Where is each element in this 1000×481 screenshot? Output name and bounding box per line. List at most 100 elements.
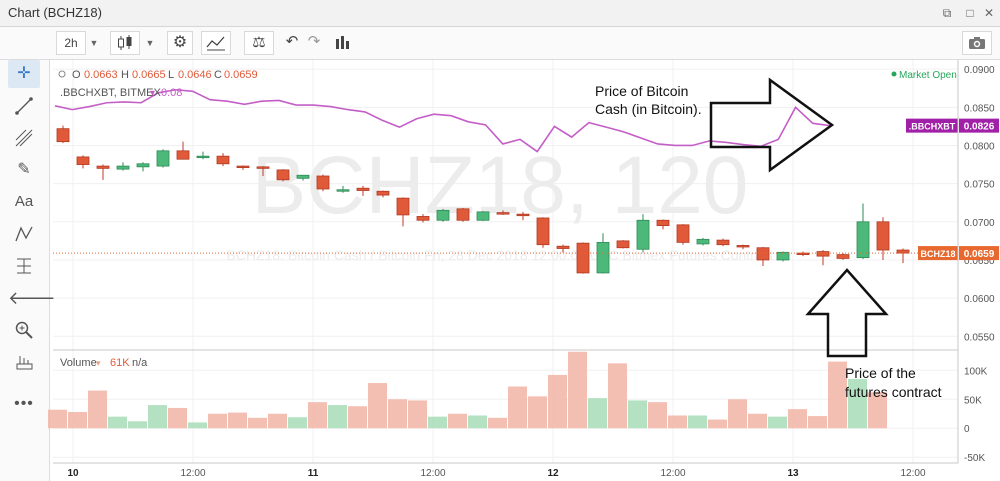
annotation-compare-line1: Price of Bitcoin bbox=[595, 83, 688, 99]
candle-body bbox=[97, 166, 109, 168]
candle-body bbox=[357, 188, 369, 190]
legend-h-value: 0.0665 bbox=[132, 69, 166, 81]
candle-body bbox=[537, 218, 549, 245]
price-tick-label: 0.0850 bbox=[964, 103, 995, 114]
time-tick-label: 12:00 bbox=[180, 468, 205, 479]
candle bbox=[757, 247, 769, 266]
volume-bar bbox=[388, 399, 407, 428]
volume-bar bbox=[248, 418, 267, 428]
candle-body bbox=[197, 156, 209, 158]
candle-body bbox=[557, 246, 569, 248]
candle-body bbox=[257, 167, 269, 169]
volume-bar bbox=[788, 409, 807, 428]
candle-body bbox=[657, 220, 669, 225]
volume-bar bbox=[348, 406, 367, 428]
volume-tick-label: 50K bbox=[964, 395, 982, 406]
candle bbox=[817, 250, 829, 265]
volume-bar bbox=[548, 375, 567, 428]
candle bbox=[177, 142, 189, 160]
legend-l-value: 0.0646 bbox=[178, 69, 212, 81]
candle bbox=[777, 252, 789, 262]
volume-bar bbox=[228, 413, 247, 429]
volume-bar bbox=[368, 383, 387, 428]
candle bbox=[457, 208, 469, 222]
compare-dropdown-icon[interactable]: ▾ bbox=[150, 88, 155, 99]
candle-body bbox=[857, 222, 869, 258]
candle bbox=[117, 162, 129, 170]
legend-o-value: 0.0663 bbox=[84, 69, 118, 81]
volume-bar bbox=[308, 402, 327, 428]
volume-bar bbox=[448, 414, 467, 428]
volume-bar bbox=[48, 410, 67, 429]
volume-bars bbox=[48, 352, 887, 428]
legend-o-label: O bbox=[72, 69, 81, 81]
volume-bar bbox=[468, 415, 487, 428]
volume-tick-label: 0 bbox=[964, 424, 970, 435]
time-tick-label: 12 bbox=[547, 468, 559, 479]
volume-bar bbox=[288, 417, 307, 428]
volume-bar bbox=[688, 415, 707, 428]
volume-label: Volume bbox=[60, 357, 97, 369]
candle bbox=[237, 165, 249, 170]
volume-bar bbox=[168, 408, 187, 428]
compare-value: 0.08 bbox=[161, 87, 182, 99]
candle-body bbox=[137, 164, 149, 167]
candle bbox=[857, 203, 869, 259]
candle-body bbox=[377, 191, 389, 195]
legend-l-label: L bbox=[168, 69, 174, 81]
candle-body bbox=[417, 216, 429, 220]
legend-circle-icon[interactable] bbox=[59, 71, 65, 77]
legend-c-label: C bbox=[214, 69, 222, 81]
candle-body bbox=[577, 243, 589, 273]
candle-body bbox=[117, 166, 129, 169]
candle-body bbox=[677, 225, 689, 243]
candle-body bbox=[597, 242, 609, 273]
annotation-arrow-up bbox=[808, 270, 886, 356]
legend-c-value: 0.0659 bbox=[224, 69, 258, 81]
annotation-compare-line2: Cash (in Bitcoin). bbox=[595, 101, 702, 117]
candle-body bbox=[877, 222, 889, 250]
volume-value: 61K bbox=[110, 357, 130, 369]
volume-bar bbox=[68, 412, 87, 428]
candle-body bbox=[737, 245, 749, 247]
volume-bar bbox=[648, 402, 667, 428]
candle-body bbox=[297, 175, 309, 178]
candle bbox=[197, 152, 209, 160]
candle-body bbox=[617, 241, 629, 248]
candle-body bbox=[437, 210, 449, 220]
candle bbox=[477, 211, 489, 221]
candle-body bbox=[837, 255, 849, 259]
candle bbox=[437, 209, 449, 222]
volume-bar bbox=[328, 405, 347, 428]
volume-bar bbox=[588, 398, 607, 428]
candle bbox=[697, 238, 709, 246]
candle-body bbox=[457, 209, 469, 220]
volume-bar bbox=[728, 399, 747, 428]
volume-bar bbox=[188, 422, 207, 428]
market-status: Market Open bbox=[899, 70, 957, 81]
candle-body bbox=[217, 156, 229, 164]
annotation-futures-line1: Price of the bbox=[845, 365, 916, 381]
ohlc-legend: O 0.0663 H 0.0665 L 0.0646 C 0.0659 .BBC… bbox=[59, 69, 957, 99]
time-tick-label: 11 bbox=[308, 468, 319, 479]
chart-watermark-subtitle: BCHZ18: Bitcoin Cash / Bitcoin Fri, 28 D… bbox=[226, 247, 773, 263]
time-tick-label: 12:00 bbox=[900, 468, 925, 479]
candle bbox=[577, 242, 589, 273]
candle bbox=[597, 233, 609, 273]
candle-body bbox=[277, 170, 289, 180]
volume-bar bbox=[268, 414, 287, 428]
volume-bar bbox=[148, 405, 167, 428]
candle bbox=[277, 169, 289, 181]
volume-bar bbox=[508, 387, 527, 429]
candle bbox=[157, 149, 169, 167]
volume-bar bbox=[568, 352, 587, 428]
candle bbox=[617, 240, 629, 248]
compare-last-symbol: .BBCHXBT bbox=[909, 122, 956, 132]
price-tick-label: 0.0750 bbox=[964, 180, 995, 191]
candle-body bbox=[337, 190, 349, 192]
annotation-futures-line2: futures contract bbox=[845, 384, 942, 400]
candle-body bbox=[897, 250, 909, 253]
volume-bar bbox=[668, 415, 687, 428]
volume-dropdown-icon[interactable]: ▾ bbox=[96, 358, 101, 368]
